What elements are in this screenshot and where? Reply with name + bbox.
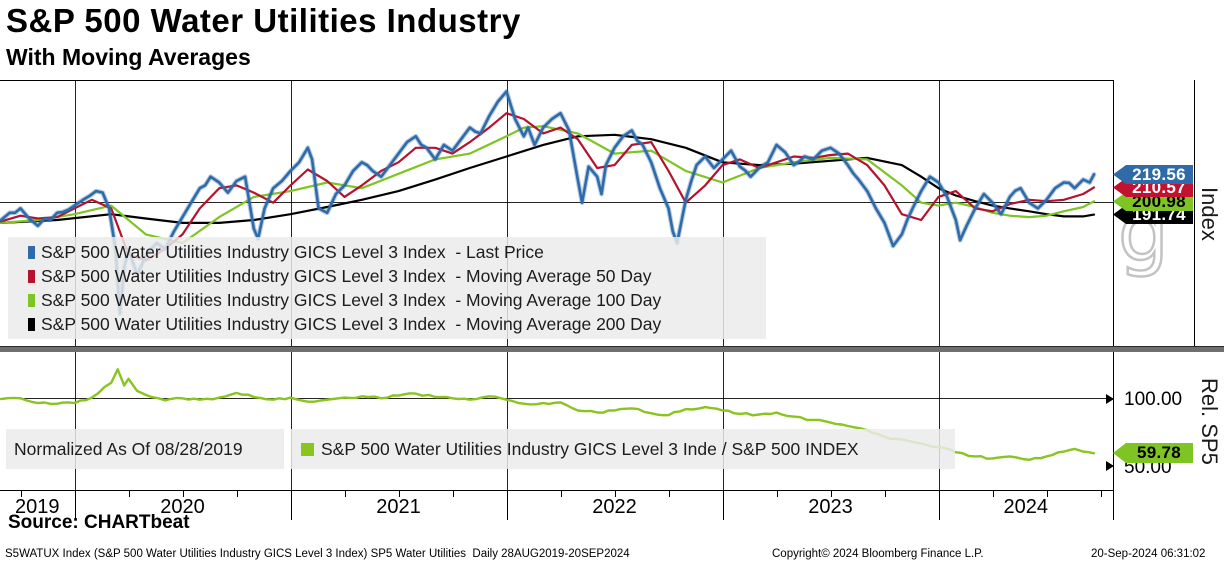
footer-ticker-description: S5WATUX Index (S&P 500 Water Utilities I… [5, 548, 630, 560]
legend-label: S&P 500 Water Utilities Industry GICS Le… [321, 438, 859, 459]
lower-right-axis-line [1113, 352, 1114, 490]
main-legend: S&P 500 Water Utilities Industry GICS Le… [8, 237, 766, 339]
tick-label-100: 100.00 [1124, 389, 1183, 410]
quarter-tick [452, 490, 454, 497]
year-label-2019: 2019 [15, 496, 60, 518]
ma200-chip-icon [28, 317, 35, 331]
quarter-tick [182, 490, 184, 497]
year-separator-tick [290, 490, 292, 520]
page-subtitle: With Moving Averages [6, 44, 251, 70]
year-label-2022: 2022 [592, 496, 637, 518]
year-separator-tick [722, 490, 724, 520]
tick-arrow-50-icon [1106, 461, 1114, 471]
main-right-axis-line [1113, 80, 1114, 347]
main-top-border [0, 80, 1113, 81]
normalized-as-of-label: Normalized As Of 08/28/2019 [6, 429, 284, 469]
quarter-tick [398, 490, 400, 497]
ma100-chip-icon [28, 293, 35, 307]
tick-arrow-100-icon [1106, 394, 1114, 404]
quarter-tick [20, 490, 22, 497]
quarter-tick [614, 490, 616, 497]
relative-series-chip-icon [301, 442, 314, 456]
year-separator-tick [938, 490, 940, 520]
year-label-2024: 2024 [1003, 496, 1049, 518]
series-moving-average-200-day [0, 133, 1096, 224]
main-gridline-200 [0, 201, 1113, 203]
year-separator-tick [74, 490, 76, 520]
page-title: S&P 500 Water Utilities Industry [6, 2, 521, 39]
quarter-tick [830, 490, 832, 497]
footer-timestamp: 20-Sep-2024 06:31:02 [1091, 548, 1206, 560]
main-axis-title: Index [1197, 186, 1222, 241]
quarter-tick [776, 490, 778, 497]
year-label-2020: 2020 [160, 496, 205, 518]
year-gridline [938, 352, 940, 490]
legend-row-ma200: S&P 500 Water Utilities Industry GICS Le… [28, 312, 766, 336]
year-gridline [74, 352, 76, 490]
year-gridline [506, 352, 508, 490]
quarter-tick [1100, 490, 1102, 497]
bottom-axis-line [0, 490, 1113, 491]
label-gutter-line [1194, 80, 1195, 347]
quarter-tick [128, 490, 130, 497]
year-separator-tick [506, 490, 508, 520]
quarter-tick [884, 490, 886, 497]
last-price-chip-icon [28, 245, 35, 259]
year-label-2023: 2023 [808, 496, 853, 518]
year-gridline [722, 352, 724, 490]
ma50-chip-icon [28, 269, 35, 283]
quarter-tick [344, 490, 346, 497]
legend-label: S&P 500 Water Utilities Industry GICS Le… [41, 313, 662, 334]
panel-divider [0, 346, 1224, 352]
year-gridline [938, 80, 940, 347]
relative-series-legend: S&P 500 Water Utilities Industry GICS Le… [291, 429, 955, 469]
footer-copyright: Copyright© 2024 Bloomberg Finance L.P. [772, 548, 984, 560]
last-price-badge: 219.56 [1113, 165, 1193, 184]
lower-gridline-100 [0, 398, 1113, 399]
quarter-tick [992, 490, 994, 497]
relative-last-value-badge: 59.78 [1113, 443, 1193, 463]
quarter-tick [668, 490, 670, 497]
legend-row-last-price: S&P 500 Water Utilities Industry GICS Le… [28, 240, 766, 264]
legend-label: S&P 500 Water Utilities Industry GICS Le… [41, 289, 662, 310]
year-gridline [290, 352, 292, 490]
source-label: Source: CHARTbeat [8, 512, 190, 533]
legend-label: S&P 500 Water Utilities Industry GICS Le… [41, 241, 544, 262]
series-moving-average-100-day [0, 125, 1096, 245]
quarter-tick [560, 490, 562, 497]
year-separator-tick [1113, 490, 1114, 520]
quarter-tick [236, 490, 238, 497]
year-label-2021: 2021 [376, 496, 421, 518]
legend-label: S&P 500 Water Utilities Industry GICS Le… [41, 265, 652, 286]
lower-axis-title: Rel. SP5 [1197, 377, 1222, 465]
legend-row-ma100: S&P 500 Water Utilities Industry GICS Le… [28, 288, 766, 312]
legend-row-ma50: S&P 500 Water Utilities Industry GICS Le… [28, 264, 766, 288]
quarter-tick [1046, 490, 1048, 497]
